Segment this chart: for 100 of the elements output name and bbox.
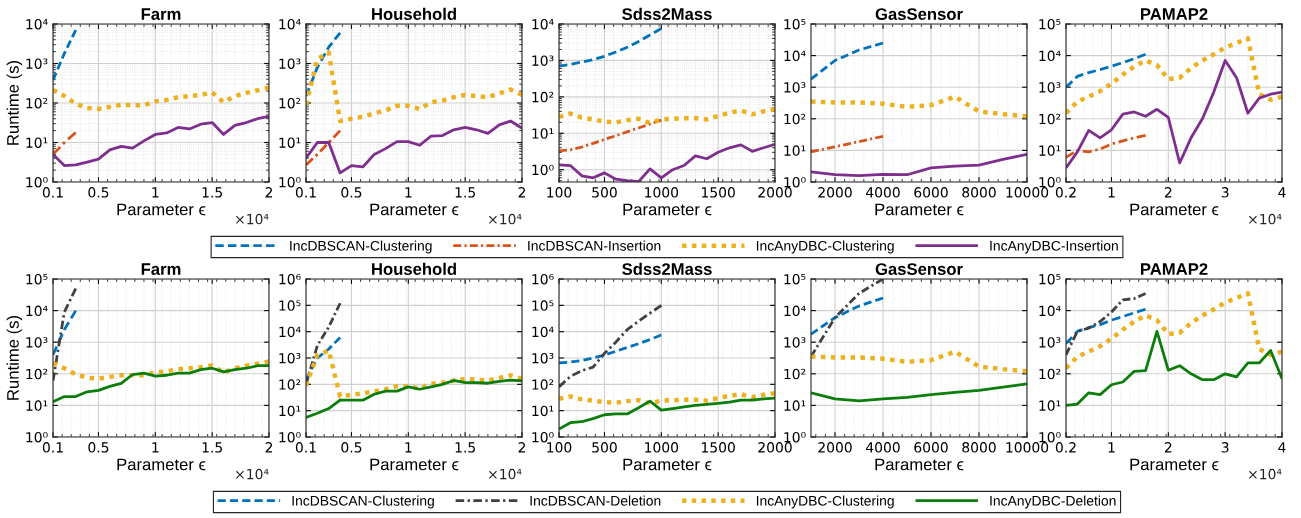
x-tick-label: 3 — [1221, 442, 1229, 453]
line-series — [306, 31, 342, 98]
line-series — [811, 349, 1027, 374]
y-tick-label: 10⁰ — [532, 431, 554, 443]
legend-label: IncAnyDBC-Clustering — [756, 495, 894, 509]
legend-label: IncAnyDBC-Insertion — [990, 240, 1118, 254]
y-tick-label: 10⁴ — [1039, 50, 1061, 62]
y-tick-label: 10² — [1039, 113, 1061, 125]
x-tick-label: 0.5 — [88, 442, 109, 453]
line-series — [559, 118, 663, 153]
x-axis-title: Parameter ϵ — [1130, 203, 1219, 216]
line-series — [1066, 59, 1282, 170]
y-tick-label: 10⁴ — [279, 18, 301, 30]
line-series — [811, 41, 885, 81]
x-tick-label: 2 — [1164, 442, 1172, 453]
x-tick-label: 1000 — [645, 187, 679, 198]
chart-title: GasSensor — [875, 8, 963, 20]
chart-title: Household — [372, 7, 456, 20]
y-tick-label: 10¹ — [279, 137, 301, 148]
legend-label: IncAnyDBC-Deletion — [990, 495, 1116, 509]
y-tick-label: 10⁶ — [279, 273, 301, 285]
x-tick-label: 0.1 — [42, 187, 63, 198]
y-tick-label: 10¹ — [26, 137, 48, 148]
x-tick-label: 6000 — [914, 187, 948, 198]
chart-title: PAMAP2 — [1141, 8, 1208, 20]
y-tick-label: 10² — [26, 368, 48, 380]
x-axis-title: Parameter ϵ — [875, 458, 964, 471]
x-axis-title: Parameter ϵ — [623, 458, 712, 471]
x-tick-label: 1 — [1108, 187, 1115, 198]
x-axis-title: Parameter ϵ — [117, 458, 206, 471]
line-series — [53, 364, 269, 404]
y-tick-label: 10⁵ — [784, 18, 806, 30]
x-tick-label: 8000 — [962, 187, 996, 198]
y-tick-label: 10⁰ — [26, 431, 48, 443]
x-tick-label: 2 — [518, 187, 526, 198]
x-tick-label: 4000 — [866, 187, 900, 198]
y-tick-label: 10⁴ — [784, 50, 806, 62]
line-series — [306, 129, 342, 167]
legend-label: IncDBSCAN-Insertion — [528, 240, 661, 251]
line-series — [1066, 133, 1147, 159]
x-tick-label: 10000 — [1006, 187, 1049, 198]
line-series — [1066, 291, 1282, 371]
line-series — [306, 50, 522, 124]
x-tick-label: 2 — [518, 442, 526, 453]
y-tick-label: 10⁴ — [532, 18, 554, 30]
line-series — [1066, 36, 1282, 116]
legend-label: IncDBSCAN-Deletion — [530, 495, 661, 506]
x-tick-label: 0.1 — [295, 187, 316, 198]
chart-title: PAMAP2 — [1141, 263, 1208, 275]
x-tick-label: 1.5 — [202, 187, 222, 198]
y-tick-label: 10⁴ — [26, 305, 48, 317]
line-series — [811, 152, 1027, 177]
line-series — [53, 85, 269, 112]
y-tick-label: 10² — [279, 97, 301, 109]
x-axis-title: Parameter ϵ — [875, 203, 964, 216]
x-tick-label: 0.1 — [295, 442, 316, 453]
y-tick-label: 10⁰ — [784, 176, 806, 188]
y-tick-label: 10³ — [532, 55, 554, 66]
y-tick-label: 10¹ — [532, 405, 554, 417]
x-axis-title: Parameter ϵ — [117, 203, 206, 216]
line-series — [559, 396, 775, 431]
y-tick-label: 10⁴ — [532, 326, 554, 338]
y-tick-label: 10³ — [784, 337, 806, 348]
y-tick-label: 10⁰ — [1039, 431, 1061, 443]
y-tick-label: 10² — [532, 91, 554, 103]
text: ×10⁴ — [1249, 213, 1282, 225]
y-tick-label: 10² — [784, 113, 806, 125]
x-tick-label: 1000 — [645, 442, 679, 453]
line-series — [1066, 52, 1147, 89]
x-axis-title: Parameter ϵ — [1130, 458, 1219, 471]
y-tick-label: 10⁰ — [26, 176, 48, 188]
chart-title: Sdss2Mass — [622, 262, 712, 275]
y-tick-label: 10⁵ — [1039, 273, 1061, 285]
y-tick-label: 10³ — [784, 82, 806, 93]
line-series — [811, 296, 885, 336]
y-tick-label: 10⁶ — [532, 273, 554, 285]
x-tick-label: 0.5 — [341, 187, 362, 198]
x-axis-title: Parameter ϵ — [370, 203, 459, 216]
line-series — [811, 382, 1027, 403]
x-tick-label: 1 — [1108, 442, 1115, 453]
x-tick-label: 100 — [547, 442, 572, 453]
x-tick-label: 1.5 — [455, 442, 475, 453]
x-tick-label: 0.1 — [42, 442, 63, 453]
x-tick-label: 0.5 — [341, 442, 362, 453]
y-tick-label: 10³ — [279, 58, 301, 69]
x-axis-title: Parameter ϵ — [370, 458, 459, 471]
line-series — [811, 134, 885, 154]
x-tick-label: 100 — [547, 187, 572, 198]
y-tick-label: 10⁰ — [532, 164, 554, 176]
y-tick-label: 10¹ — [26, 400, 48, 411]
x-tick-label: 4 — [1278, 187, 1286, 198]
y-tick-label: 10⁵ — [532, 300, 554, 311]
y-tick-label: 10² — [279, 379, 301, 390]
y-tick-label: 10⁰ — [1039, 176, 1061, 188]
line-series — [306, 119, 522, 175]
text: ×10⁴ — [489, 213, 522, 225]
x-tick-label: 8000 — [962, 442, 996, 453]
x-tick-label: 6000 — [914, 442, 948, 453]
line-series — [559, 333, 663, 365]
chart-title: Farm — [141, 263, 181, 275]
